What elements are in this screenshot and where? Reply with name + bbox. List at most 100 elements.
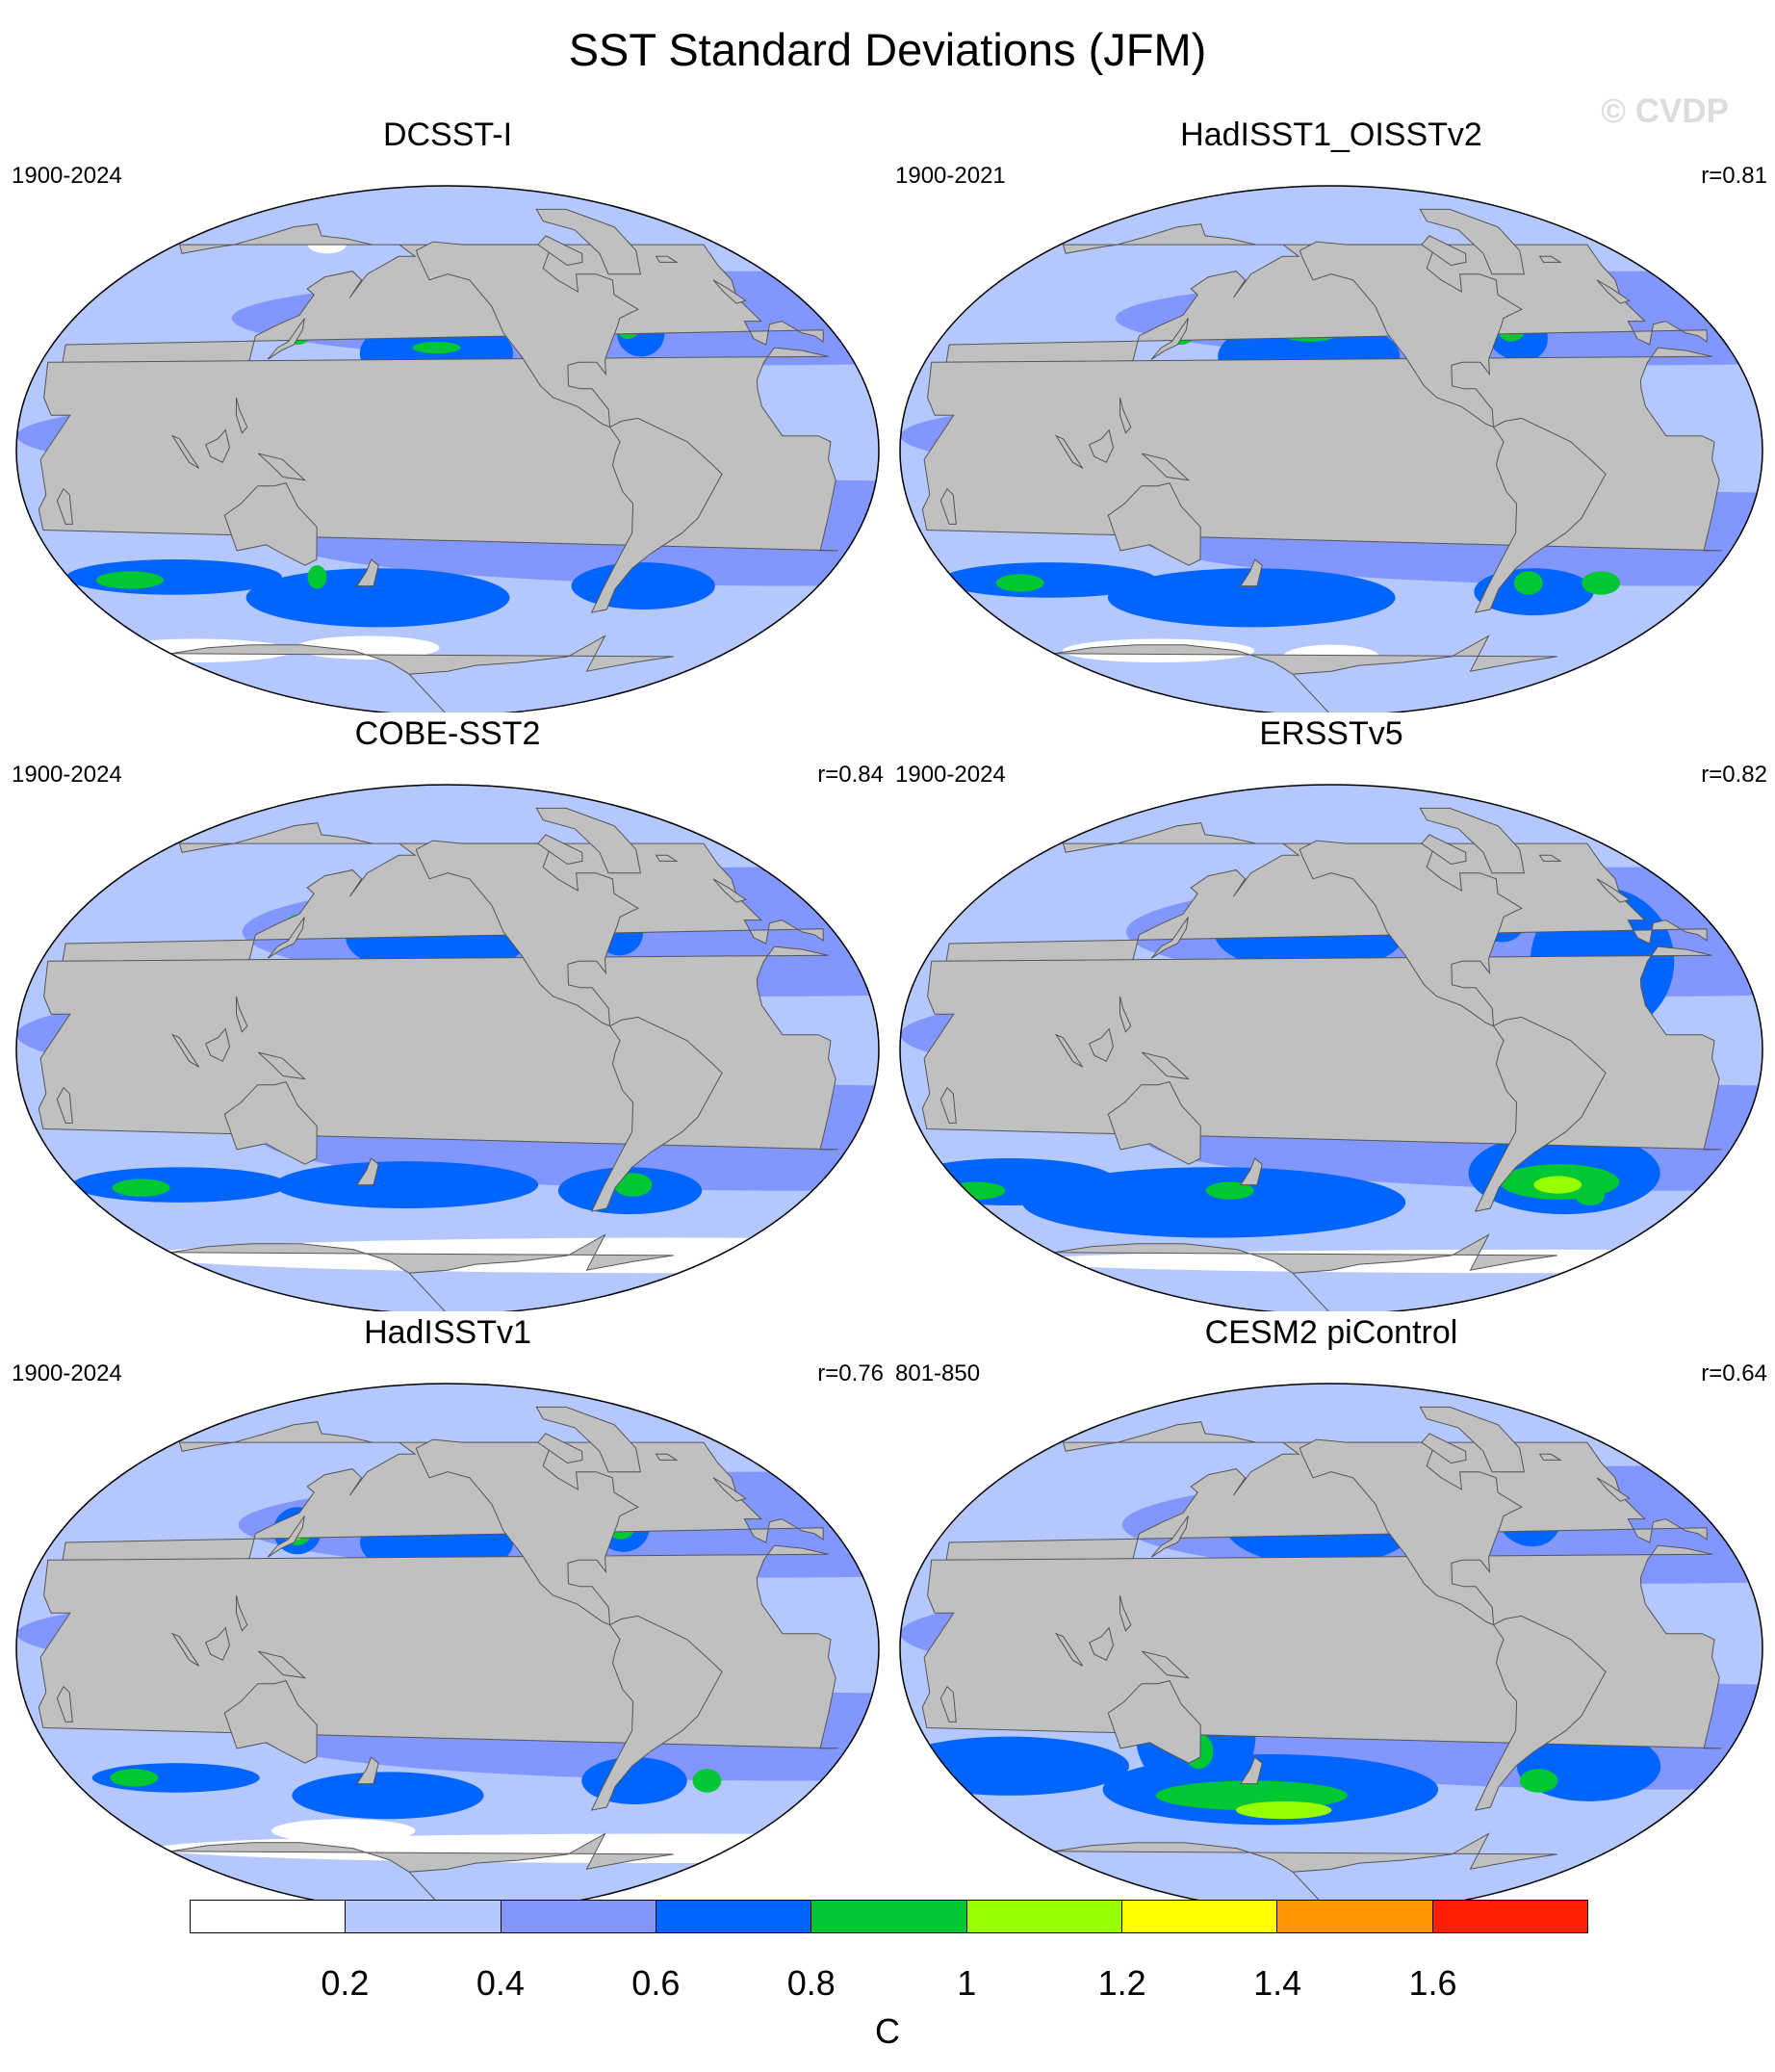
panel-years: 1900-2024 [12, 1360, 122, 1386]
land-baffin [1421, 1433, 1467, 1464]
land-masses [38, 1406, 838, 1910]
sst-contour-blob [96, 571, 164, 589]
land-iceland [1538, 1453, 1562, 1461]
land-masses [921, 208, 1722, 712]
sst-contour-blob [1533, 1176, 1582, 1194]
land-nz [355, 1157, 379, 1186]
land-africa [38, 347, 838, 552]
land-australia [1107, 1081, 1201, 1165]
panel-years: 801-850 [895, 1360, 981, 1386]
land-africa [921, 945, 1722, 1151]
land-australia [223, 1680, 318, 1764]
colorbar-box [1277, 1901, 1433, 1932]
map-panel-hadisstv1: HadISSTv1 1900-2024 r=0.76 [10, 1313, 886, 1910]
land-iceland [1538, 255, 1562, 263]
map-contours [900, 1384, 1762, 1910]
land-newguinea [1142, 453, 1191, 481]
world-map [15, 185, 880, 712]
land-japan [267, 1515, 305, 1558]
land-antarctica [170, 1233, 674, 1311]
land-uk [1596, 279, 1631, 304]
sst-contour-blob [245, 568, 510, 628]
sst-contour-blob [307, 565, 327, 589]
land-uk [712, 279, 747, 304]
panel-correlation: r=0.64 [1701, 1360, 1767, 1386]
land-philippines [236, 397, 248, 434]
page-title: SST Standard Deviations (JFM) [568, 24, 1207, 75]
land-baffin [537, 235, 583, 267]
map-contours [16, 785, 879, 1311]
sst-contour-blob [1582, 571, 1621, 595]
world-map [15, 784, 880, 1311]
colorbar-box [1432, 1901, 1587, 1932]
land-nz [1239, 1157, 1263, 1186]
land-greenland [535, 807, 642, 874]
panel-correlation: r=0.81 [1701, 163, 1767, 189]
land-madagascar [56, 487, 73, 525]
map-panel-cobe-sst2: COBE-SST2 1900-2024 r=0.84 [10, 714, 886, 1311]
panel-years: 1900-2024 [12, 163, 122, 189]
land-philippines [236, 1594, 248, 1632]
sst-contour-blob [1513, 571, 1543, 595]
land-africa [921, 347, 1722, 552]
watermark: © CVDP [1601, 92, 1729, 130]
colorbar-box [656, 1901, 812, 1932]
land-antarctica [170, 635, 674, 712]
land-philippines [1119, 397, 1132, 434]
land-samerica [1474, 1615, 1607, 1811]
map-contours [16, 186, 879, 712]
panel-title: COBE-SST2 [354, 715, 541, 752]
land-iceland [655, 1453, 679, 1461]
map-panel-dcsst-i: DCSST-I 1900-2024 [10, 116, 886, 712]
map-contours [16, 1384, 879, 1910]
sst-contour-blob [112, 1178, 170, 1197]
land-uk [1596, 878, 1631, 903]
land-borneo [1089, 1626, 1115, 1661]
colorbar-tick-label: 1.6 [1408, 1963, 1457, 2003]
colorbar-box [966, 1901, 1122, 1932]
land-baffin [1421, 235, 1467, 267]
sst-contour-blob [110, 1769, 159, 1787]
map-panel-hadisst1-oisstv2: HadISST1_OISSTv2 1900-2021 r=0.81 [893, 116, 1769, 712]
sst-contour-blob [901, 1158, 1118, 1205]
land-africa [38, 945, 838, 1151]
land-sumatra [1054, 1033, 1084, 1068]
land-masses [38, 208, 838, 712]
land-newguinea [1142, 1051, 1191, 1080]
map-border [899, 1383, 1763, 1910]
land-sumatra [170, 1033, 200, 1068]
colorbar-tick-label: 0.6 [631, 1963, 681, 2003]
land-greenland [535, 208, 642, 275]
land-japan [1150, 318, 1189, 360]
land-philippines [236, 996, 248, 1033]
colorbar-box [191, 1901, 347, 1932]
land-africa [38, 1544, 838, 1749]
sst-contour-blob [292, 1772, 484, 1820]
panel-correlation: r=0.76 [817, 1360, 884, 1386]
land-borneo [205, 1626, 231, 1661]
land-australia [223, 482, 318, 566]
land-iceland [655, 854, 679, 862]
sst-contour-blob [412, 341, 461, 354]
sst-contour-blob [900, 1736, 1130, 1796]
sst-contour-blob [995, 574, 1044, 592]
colorbar-tick-label: 1.2 [1097, 1963, 1146, 2003]
world-map [899, 784, 1763, 1311]
land-philippines [1119, 1594, 1132, 1632]
land-newguinea [258, 453, 307, 481]
land-japan [267, 318, 305, 360]
land-japan [267, 917, 305, 959]
land-philippines [1119, 996, 1132, 1033]
land-madagascar [939, 1086, 957, 1124]
map-panel-ersstv5: ERSSTv5 1900-2024 r=0.82 [893, 714, 1769, 1311]
world-map [899, 185, 1763, 712]
panel-correlation: r=0.84 [817, 762, 884, 788]
panel-title: DCSST-I [382, 117, 513, 153]
colorbar-box [501, 1901, 656, 1932]
land-australia [1107, 1680, 1201, 1764]
sst-contour-blob [613, 1173, 653, 1197]
land-samerica [1474, 417, 1607, 613]
map-border [899, 784, 1763, 1311]
land-sumatra [1054, 1632, 1084, 1667]
land-greenland [1419, 807, 1526, 874]
